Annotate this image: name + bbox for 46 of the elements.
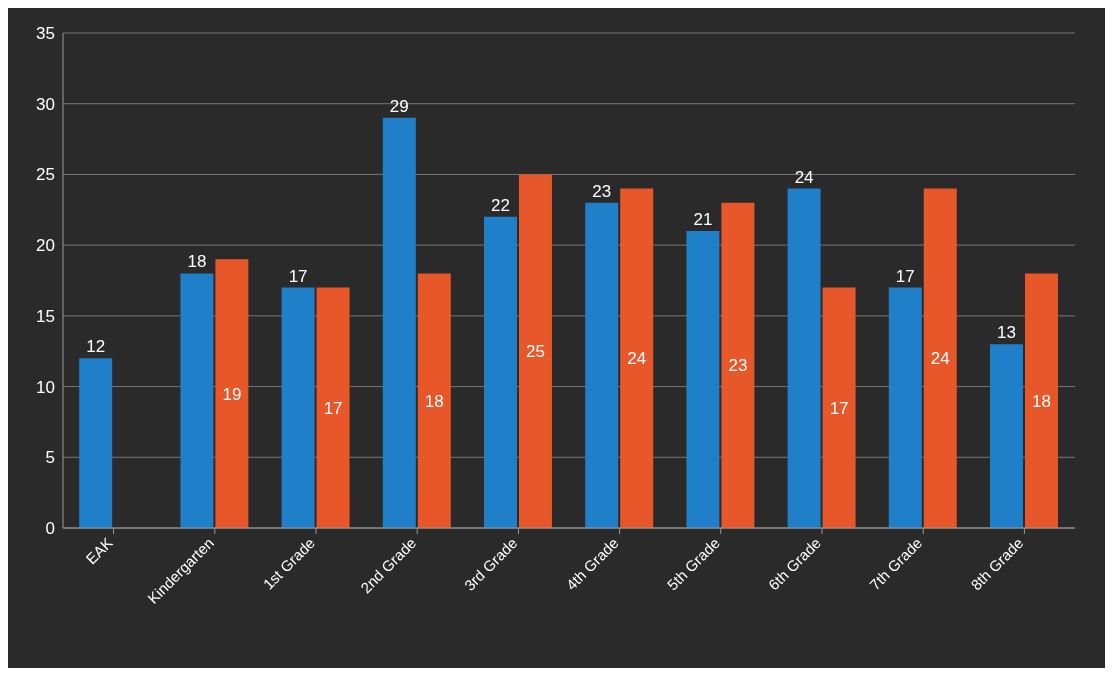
bar xyxy=(1024,273,1058,528)
y-tick-label: 25 xyxy=(36,165,55,185)
y-tick-label: 15 xyxy=(36,306,55,326)
data-label: 18 xyxy=(187,252,207,272)
data-label: 17 xyxy=(288,266,308,286)
y-tick-label: 0 xyxy=(45,519,55,539)
data-label: 23 xyxy=(728,356,748,376)
bar xyxy=(79,358,113,528)
bar xyxy=(721,202,755,528)
bar xyxy=(888,287,922,528)
data-label: 23 xyxy=(592,181,612,201)
bar xyxy=(215,259,249,528)
data-label: 24 xyxy=(627,349,647,369)
y-tick-label: 20 xyxy=(36,236,55,256)
bar xyxy=(316,287,350,528)
bar xyxy=(787,188,821,528)
data-label: 25 xyxy=(526,342,545,362)
bar xyxy=(585,202,619,528)
data-label: 17 xyxy=(323,398,343,418)
data-label: 21 xyxy=(693,210,713,229)
data-label: 17 xyxy=(829,398,849,418)
data-label: 18 xyxy=(424,391,444,411)
data-label: 22 xyxy=(491,195,510,215)
bar xyxy=(281,287,315,528)
bar xyxy=(686,231,720,528)
bar xyxy=(417,273,451,528)
data-label: 13 xyxy=(997,323,1016,343)
bar xyxy=(620,188,654,528)
bar xyxy=(180,273,214,528)
bar xyxy=(483,216,517,528)
y-tick-label: 30 xyxy=(36,94,55,114)
data-label: 17 xyxy=(895,266,915,286)
bar xyxy=(923,188,957,528)
bar xyxy=(989,344,1023,528)
y-tick-label: 5 xyxy=(45,448,55,468)
bar xyxy=(822,287,856,528)
bar xyxy=(382,117,416,528)
y-tick-label: 10 xyxy=(36,377,55,397)
y-tick-label: 35 xyxy=(36,24,55,44)
data-label: 29 xyxy=(389,96,409,116)
bar xyxy=(518,174,552,528)
data-label: 24 xyxy=(794,167,814,187)
data-label: 18 xyxy=(1032,391,1051,411)
data-label: 12 xyxy=(86,337,106,357)
data-label: 24 xyxy=(930,349,950,369)
data-label: 19 xyxy=(222,384,242,404)
